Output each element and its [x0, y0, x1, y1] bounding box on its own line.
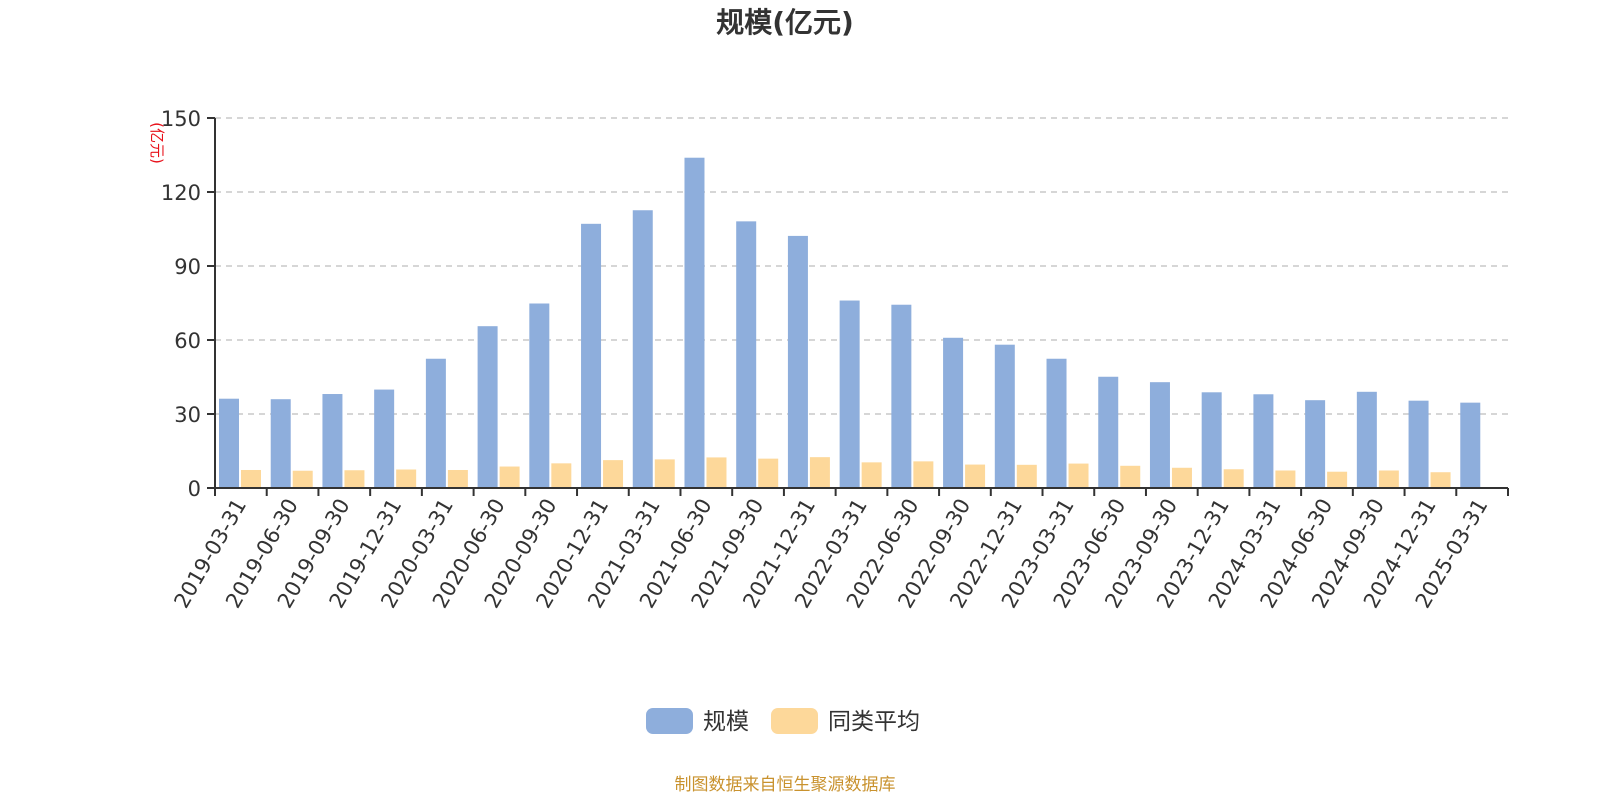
y-tick-labels: 0 30 60 90 120 150: [161, 107, 201, 501]
bar-category-average: [1016, 464, 1037, 488]
bar-scale: [1305, 400, 1326, 488]
bar-category-average: [241, 469, 261, 488]
legend-label: 规模: [703, 709, 749, 735]
y-tick-label: 90: [174, 255, 201, 279]
bar-scale: [632, 210, 653, 488]
bar-category-average: [1327, 471, 1348, 488]
bar-scale: [374, 389, 395, 488]
bar-category-average: [706, 457, 727, 488]
legend-swatch: [771, 708, 818, 734]
bar-category-average: [758, 458, 779, 488]
bar-scale: [736, 221, 757, 488]
y-tick-label: 0: [188, 477, 201, 501]
bar-scale: [270, 399, 291, 488]
bar-scale: [477, 326, 498, 488]
bar-category-average: [603, 460, 624, 488]
axes: [207, 117, 1509, 496]
bar-scale: [1253, 394, 1274, 488]
bar-category-average: [1068, 463, 1089, 488]
bar-scale: [943, 337, 964, 488]
bar-category-average: [344, 470, 365, 488]
bar-category-average: [861, 462, 882, 488]
y-tick-label: 60: [174, 329, 201, 353]
bar-category-average: [654, 459, 675, 488]
bar-category-average: [1223, 469, 1244, 488]
bar-category-average: [551, 463, 572, 488]
bar-scale: [787, 235, 808, 488]
y-axis-unit-label: (亿元): [148, 122, 166, 164]
bar-category-average: [447, 469, 468, 488]
bar-scale: [1356, 391, 1377, 488]
y-tick-label: 150: [161, 107, 201, 131]
bar-category-average: [1430, 472, 1451, 488]
bar-scale: [1201, 392, 1222, 488]
bar-scale: [1149, 382, 1170, 488]
bar-scale: [581, 223, 602, 488]
bar-scale: [529, 303, 550, 488]
x-tick-labels: 2019-03-312019-06-302019-09-302019-12-31…: [169, 495, 1492, 613]
bar-category-average: [913, 461, 934, 488]
chart-title: 规模(亿元): [716, 6, 854, 39]
bar-scale: [994, 344, 1015, 488]
bar-scale: [891, 304, 912, 488]
bar-category-average: [1275, 470, 1296, 488]
bar-category-average: [1120, 465, 1141, 488]
bar-scale: [1408, 400, 1429, 488]
bar-category-average: [396, 469, 417, 488]
y-tick-label: 120: [161, 181, 201, 205]
bar-scale: [839, 300, 860, 488]
bar-category-average: [1171, 467, 1192, 488]
bar-scale: [1046, 358, 1067, 488]
gridlines: [215, 117, 1508, 415]
bar-category-average: [1378, 470, 1399, 488]
bar-scale: [425, 358, 446, 488]
bar-scale: [1098, 376, 1119, 488]
bar-scale: [1460, 402, 1481, 488]
data-source-note: 制图数据来自恒生聚源数据库: [675, 775, 896, 795]
legend-swatch: [646, 708, 693, 734]
y-tick-label: 30: [174, 403, 201, 427]
bars: [219, 157, 1481, 489]
bar-scale: [322, 394, 343, 488]
bar-scale: [219, 398, 239, 488]
legend: 规模 同类平均: [646, 708, 920, 735]
bar-category-average: [965, 464, 986, 488]
bar-category-average: [499, 466, 520, 488]
bar-category-average: [292, 470, 313, 488]
bar-scale: [684, 157, 705, 489]
bar-category-average: [809, 457, 830, 488]
legend-label: 同类平均: [828, 709, 920, 735]
